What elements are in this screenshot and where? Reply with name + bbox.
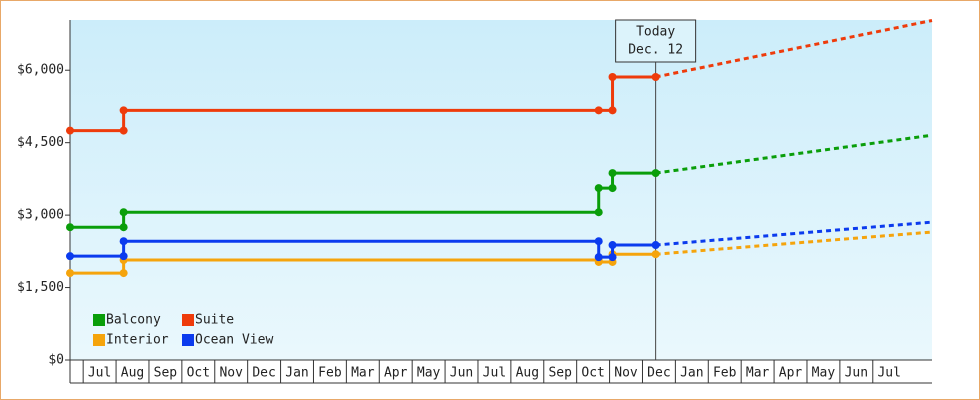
x-tick-label: Apr bbox=[779, 366, 803, 381]
point bbox=[608, 72, 617, 81]
point bbox=[594, 253, 603, 262]
forecast-line bbox=[655, 220, 933, 247]
x-tick-label: Sep bbox=[548, 366, 572, 381]
point bbox=[66, 252, 74, 261]
x-tick-label: Nov bbox=[614, 366, 638, 381]
point bbox=[651, 250, 660, 259]
point bbox=[119, 269, 128, 278]
x-tick-label: Jul bbox=[88, 366, 111, 381]
point bbox=[608, 184, 617, 193]
x-tick-label: May bbox=[812, 366, 836, 381]
x-tick-label: May bbox=[417, 366, 441, 381]
x-tick-label: Oct bbox=[581, 366, 604, 381]
point bbox=[119, 208, 128, 217]
point bbox=[66, 223, 74, 232]
x-tick-label: Jun bbox=[450, 366, 473, 381]
point bbox=[119, 237, 128, 246]
x-tick-label: Mar bbox=[351, 366, 375, 381]
x-tick-label: Jul bbox=[877, 366, 900, 381]
x-tick-label: Feb bbox=[713, 366, 737, 381]
x-tick-label: Aug bbox=[121, 366, 144, 381]
point bbox=[608, 253, 617, 262]
x-tick-label: Dec bbox=[647, 366, 670, 381]
legend-label: Suite bbox=[195, 313, 234, 328]
plot-area bbox=[70, 20, 932, 360]
point bbox=[66, 269, 74, 278]
point bbox=[608, 241, 617, 250]
y-tick-label: $4,500 bbox=[17, 135, 64, 150]
forecast-line bbox=[655, 133, 933, 175]
point bbox=[651, 241, 660, 250]
legend-label: Balcony bbox=[106, 313, 161, 328]
x-tick-label: Feb bbox=[318, 366, 342, 381]
x-tick-label: Jun bbox=[845, 366, 868, 381]
x-tick-label: Sep bbox=[154, 366, 178, 381]
x-tick-label: Mar bbox=[746, 366, 770, 381]
forecast-line bbox=[655, 19, 933, 79]
x-tick-label: Jul bbox=[483, 366, 506, 381]
x-tick-label: Dec bbox=[252, 366, 275, 381]
point bbox=[594, 184, 603, 193]
legend-label: Interior bbox=[106, 333, 169, 348]
x-tick-label: Jan bbox=[680, 366, 703, 381]
y-tick-label: $6,000 bbox=[17, 63, 64, 78]
point bbox=[119, 252, 128, 261]
point bbox=[66, 126, 74, 135]
x-tick-label: Nov bbox=[219, 366, 243, 381]
point bbox=[651, 72, 660, 81]
today-label: Today bbox=[636, 25, 675, 40]
y-tick-label: $1,500 bbox=[17, 280, 64, 295]
legend-swatch bbox=[93, 314, 105, 326]
point bbox=[119, 126, 128, 135]
point bbox=[651, 169, 660, 178]
x-tick-label: Aug bbox=[516, 366, 539, 381]
today-label: Dec. 12 bbox=[628, 43, 683, 58]
point bbox=[594, 208, 603, 217]
today-box bbox=[615, 19, 697, 63]
point bbox=[608, 106, 617, 115]
legend-swatch bbox=[182, 334, 194, 346]
point bbox=[594, 237, 603, 246]
point bbox=[608, 169, 617, 178]
point bbox=[119, 106, 128, 115]
y-tick-label: $0 bbox=[48, 353, 64, 368]
legend-label: Ocean View bbox=[195, 333, 273, 348]
y-tick-label: $3,000 bbox=[17, 208, 64, 223]
forecast-line bbox=[655, 230, 933, 256]
legend-swatch bbox=[93, 334, 105, 346]
x-tick-label: Jan bbox=[285, 366, 308, 381]
x-tick-label: Apr bbox=[384, 366, 408, 381]
point bbox=[594, 106, 603, 115]
x-tick-label: Oct bbox=[187, 366, 210, 381]
legend-swatch bbox=[182, 314, 194, 326]
point bbox=[119, 223, 128, 232]
